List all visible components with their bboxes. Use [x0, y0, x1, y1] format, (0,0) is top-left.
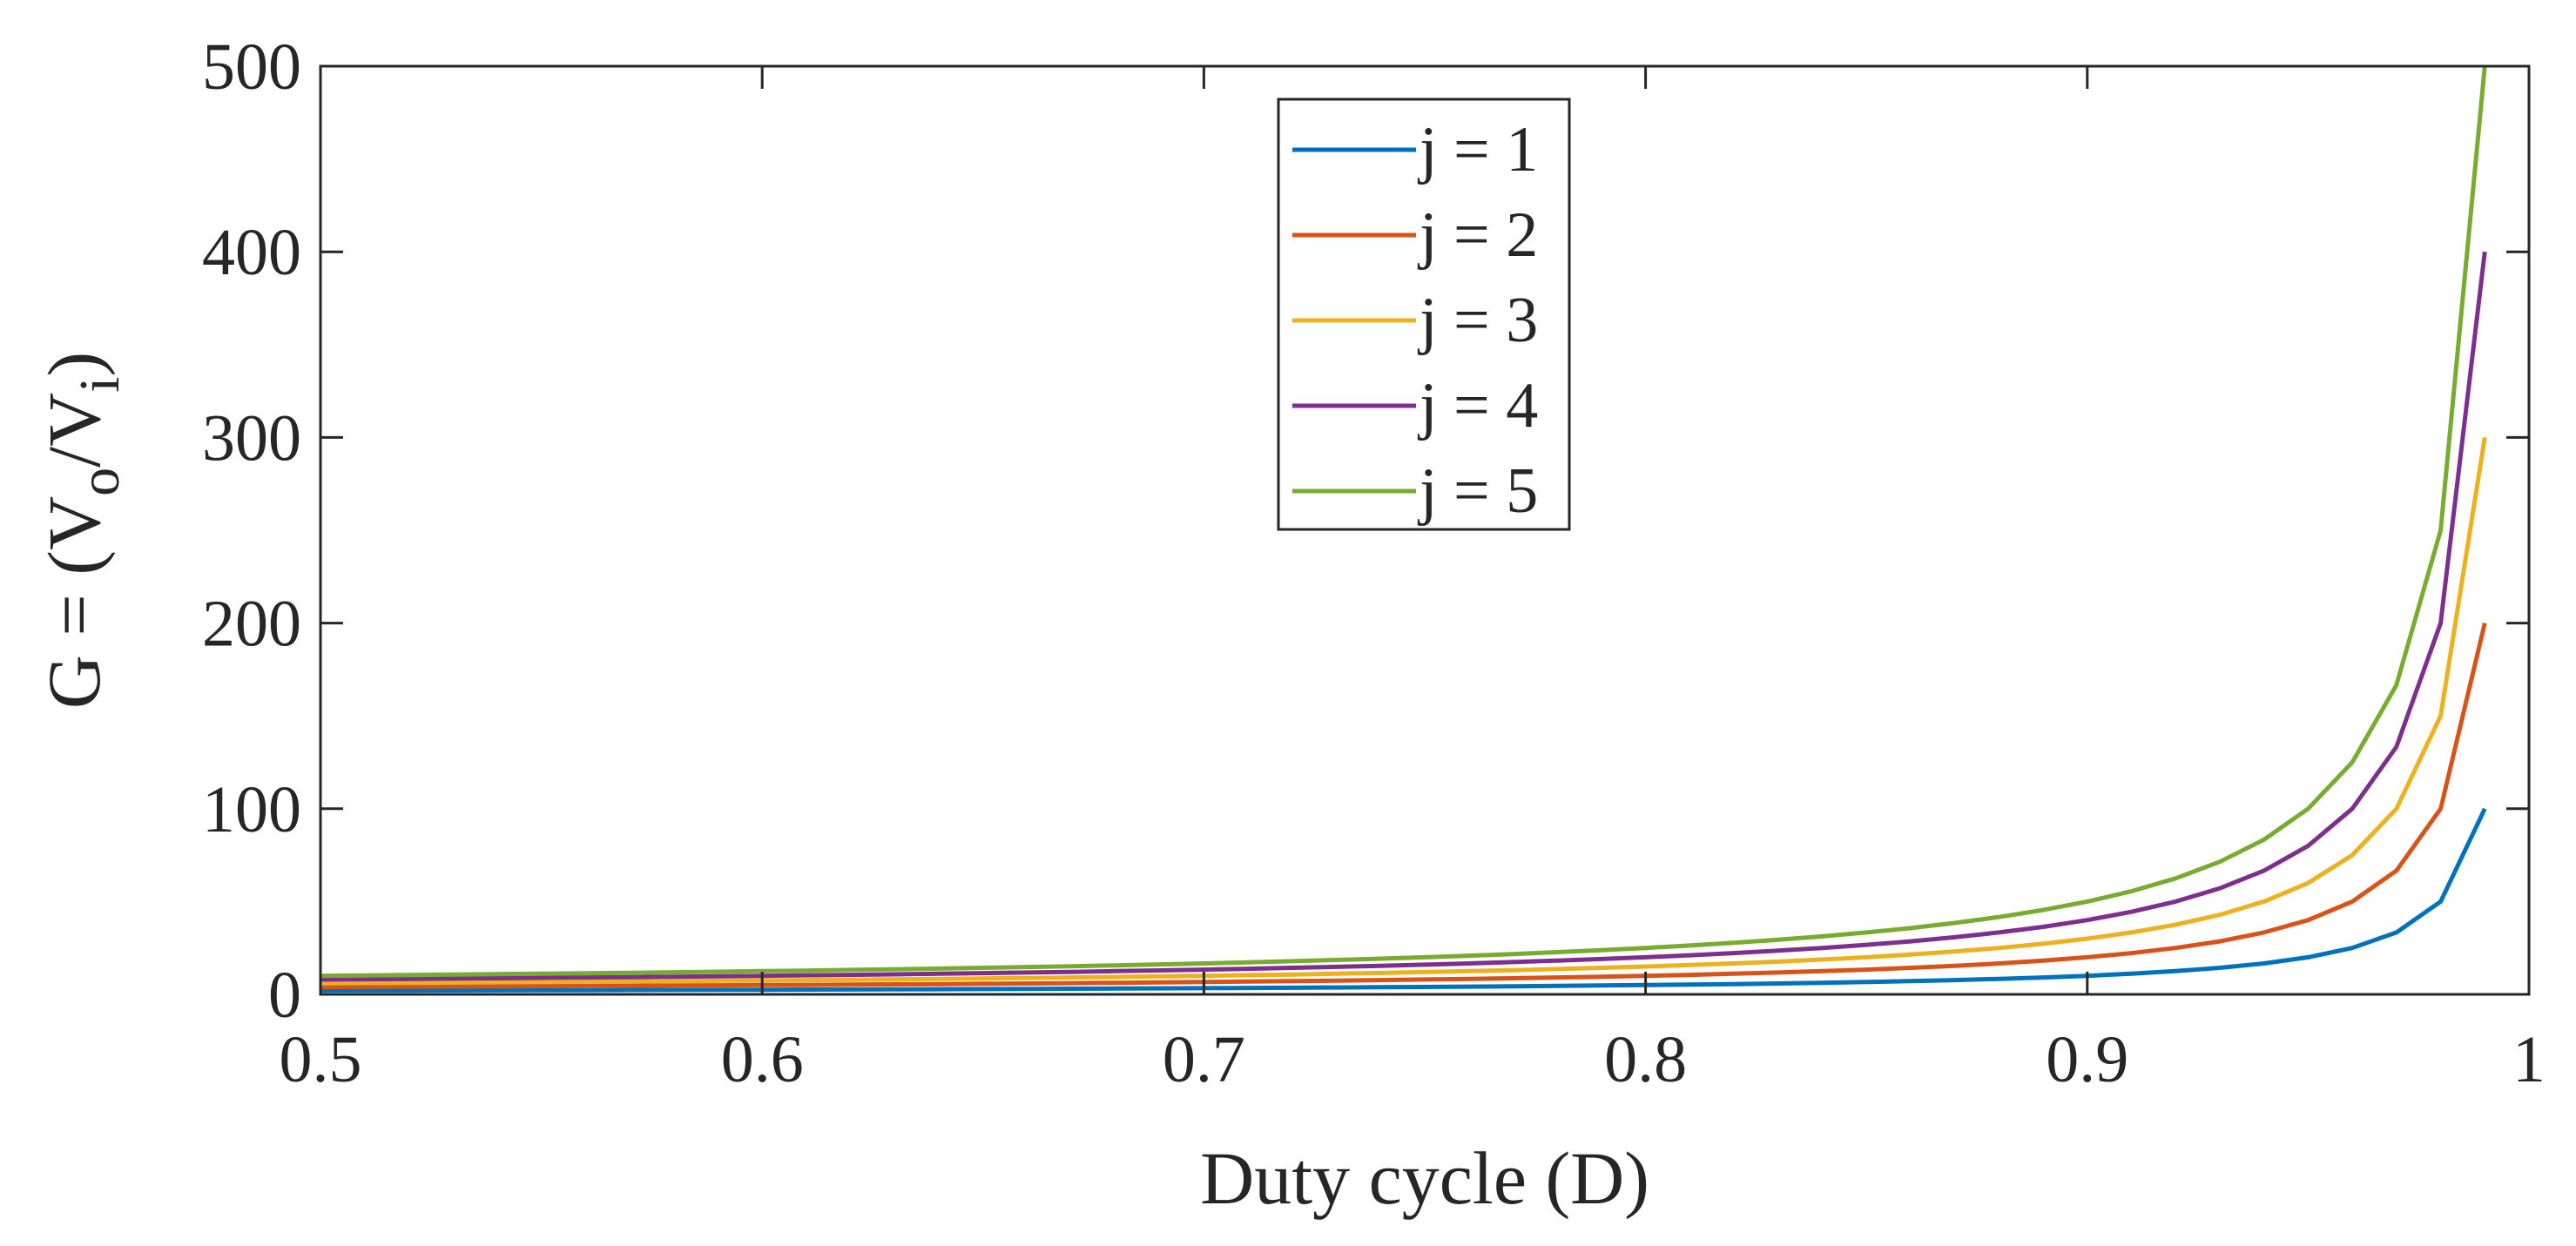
y-tick-label: 200	[202, 588, 301, 661]
legend-label-j1: j = 1	[1417, 114, 1538, 185]
legend: j = 1 j = 2 j = 3 j = 4 j = 5	[1277, 98, 1571, 531]
svg-text:G = (Vo/Vi): G = (Vo/Vi)	[32, 352, 131, 709]
y-axis-title-mid: /V	[32, 393, 116, 468]
legend-label-j2: j = 2	[1417, 199, 1538, 271]
series-layer	[320, 65, 2487, 993]
x-tick-label: 0.5	[280, 1023, 362, 1096]
legend-label-j4: j = 4	[1417, 370, 1538, 441]
series-line-j5	[320, 65, 2487, 979]
series-line-j2	[320, 623, 2487, 989]
y-tick-label: 100	[202, 773, 301, 846]
plot-frame	[319, 64, 2531, 996]
x-tick-label: 0.9	[2046, 1023, 2128, 1096]
y-axis-title-sub-i: i	[68, 376, 131, 392]
x-tick-label: 0.8	[1604, 1023, 1687, 1096]
y-tick-label: 0	[268, 959, 301, 1032]
ticks-layer: 0.5 0.6 0.7 0.8 0.9 1 0 100 200 300 400 500	[202, 30, 2546, 1096]
x-tick-label: 0.7	[1163, 1023, 1245, 1096]
y-axis-title-suffix: )	[32, 352, 116, 377]
legend-label-j3: j = 3	[1417, 285, 1538, 356]
series-line-j1	[320, 807, 2487, 993]
series-line-j3	[320, 437, 2487, 986]
x-axis-title: Duty cycle (D)	[1200, 1136, 1649, 1220]
y-tick-label: 400	[202, 216, 301, 289]
y-axis-title-sub-o: o	[68, 468, 131, 496]
y-tick-label: 500	[202, 30, 301, 104]
x-tick-label: 0.6	[721, 1023, 804, 1096]
y-axis-title-prefix: G = (V	[32, 496, 116, 709]
y-axis-title: G = (Vo/Vi)	[32, 352, 131, 709]
series-line-j4	[320, 251, 2487, 982]
y-tick-label: 300	[202, 401, 301, 475]
legend-label-j5: j = 5	[1417, 455, 1538, 527]
x-tick-label: 1	[2512, 1023, 2546, 1096]
legend-box	[1277, 98, 1571, 531]
